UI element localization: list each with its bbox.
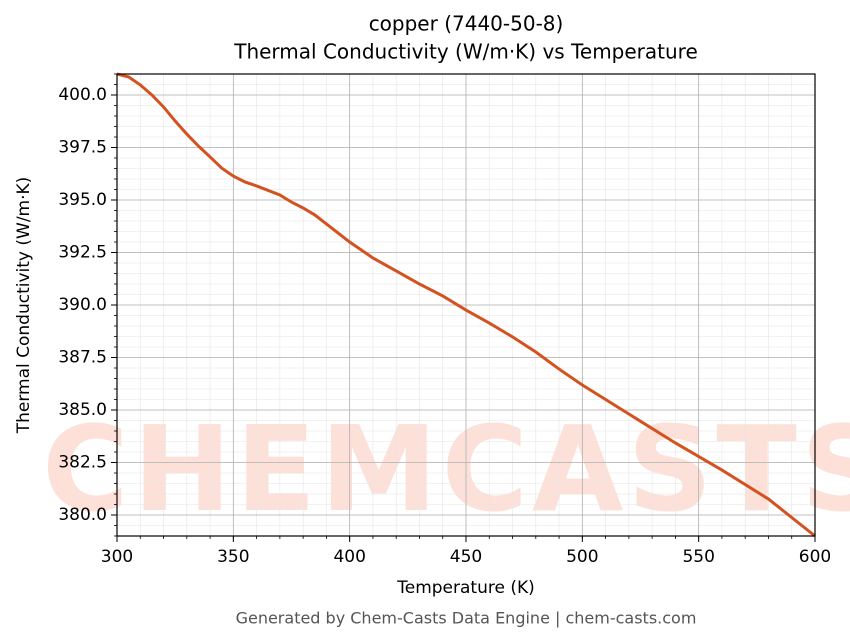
y-tick-label: 390.0 [58, 295, 107, 315]
y-tick-label: 395.0 [58, 190, 107, 210]
x-tick-label: 400 [333, 547, 365, 567]
y-tick-label: 380.0 [58, 505, 107, 525]
chart-title: copper (7440-50-8) [369, 12, 564, 36]
x-tick-label: 350 [217, 547, 249, 567]
plot-frame [116, 73, 816, 537]
x-tick-label: 600 [799, 547, 831, 567]
y-tick-label: 385.0 [58, 400, 107, 420]
x-tick-label: 500 [566, 547, 598, 567]
y-tick-label: 400.0 [58, 85, 107, 105]
y-tick-label: 397.5 [58, 138, 107, 158]
y-tick-label: 382.5 [58, 453, 107, 473]
y-tick-label: 392.5 [58, 243, 107, 263]
x-axis-label: Temperature (K) [396, 578, 535, 598]
chart-subtitle: Thermal Conductivity (W/m·K) vs Temperat… [233, 40, 698, 64]
y-tick-label: 387.5 [58, 348, 107, 368]
x-tick-label: 300 [101, 547, 133, 567]
footer: Generated by Chem-Casts Data Engine | ch… [236, 609, 697, 628]
data-line [116, 72, 816, 538]
y-axis-label: Thermal Conductivity (W/m·K) [14, 177, 34, 435]
x-tick-label: 550 [682, 547, 714, 567]
x-tick-label: 450 [450, 547, 482, 567]
